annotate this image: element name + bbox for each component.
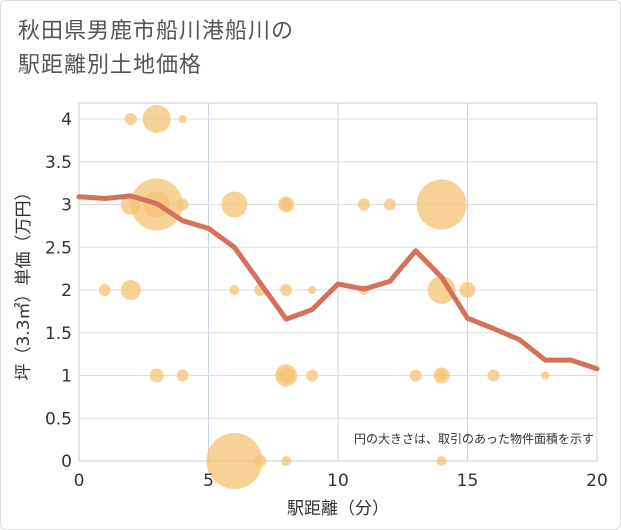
y-tick-labels: 0 0.5 1 1.5 2 2.5 3 3.5 4 bbox=[45, 110, 72, 472]
x-axis-title: 駅距離（分） bbox=[287, 499, 389, 519]
bubble-13 bbox=[98, 284, 111, 296]
bubble-9 bbox=[280, 198, 293, 211]
bubble-11 bbox=[383, 198, 396, 211]
y-tick-label-3: 1.5 bbox=[45, 324, 72, 344]
bubble-18 bbox=[308, 286, 317, 294]
bubble-10 bbox=[357, 198, 370, 211]
y-tick-label-1: 0.5 bbox=[45, 409, 72, 429]
bubble-25 bbox=[278, 367, 295, 384]
y-axis-title: 坪（3.3㎡）単価（万円） bbox=[14, 183, 34, 380]
bubble-32 bbox=[206, 433, 263, 489]
y-tick-label-5: 2.5 bbox=[45, 238, 72, 258]
x-tick-label-3: 15 bbox=[457, 471, 479, 491]
bubble-33 bbox=[254, 455, 267, 467]
chart-title: 秋田県男鹿市船川港船川の 駅距離別土地価格 bbox=[18, 15, 294, 83]
bubble-7 bbox=[221, 191, 248, 218]
bubbles bbox=[98, 105, 550, 489]
x-tick-labels: 0 5 10 15 20 bbox=[74, 471, 608, 491]
size-note: 円の大きさは、取引のあった物件面積を示す bbox=[354, 431, 594, 446]
chart-title-line-2: 駅距離別土地価格 bbox=[18, 53, 203, 78]
y-tick-label-6: 3 bbox=[61, 196, 72, 216]
bubble-0 bbox=[124, 113, 137, 125]
bubble-27 bbox=[409, 369, 422, 382]
y-tick-label-4: 2 bbox=[61, 281, 72, 301]
bubble-22 bbox=[149, 368, 164, 383]
bubble-1 bbox=[142, 105, 171, 133]
bubble-29 bbox=[436, 370, 447, 381]
trend-line bbox=[76, 193, 600, 372]
bubble-14 bbox=[120, 280, 141, 300]
x-tick-label-0: 0 bbox=[74, 471, 85, 491]
bubble-30 bbox=[487, 369, 500, 382]
y-tick-label-0: 0 bbox=[61, 452, 72, 472]
chart-title-line-1: 秋田県男鹿市船川港船川の bbox=[18, 19, 295, 44]
y-tick-label-2: 1 bbox=[61, 367, 72, 387]
bubble-12 bbox=[416, 179, 467, 230]
bubble-23 bbox=[176, 369, 189, 382]
bubble-21 bbox=[459, 282, 476, 298]
x-tick-label-4: 20 bbox=[586, 471, 608, 491]
bubble-26 bbox=[306, 369, 319, 382]
bubble-31 bbox=[541, 371, 550, 380]
bubble-6 bbox=[176, 198, 189, 211]
bubble-35 bbox=[436, 456, 447, 466]
y-tick-label-7: 3.5 bbox=[45, 153, 72, 173]
bubble-15 bbox=[229, 285, 240, 295]
y-tick-label-8: 4 bbox=[61, 110, 72, 130]
x-tick-label-1: 5 bbox=[203, 471, 214, 491]
bubble-17 bbox=[280, 284, 293, 296]
x-tick-label-2: 10 bbox=[327, 471, 349, 491]
bubble-20 bbox=[427, 276, 456, 304]
bubble-34 bbox=[281, 456, 292, 466]
bubble-2 bbox=[178, 115, 187, 123]
